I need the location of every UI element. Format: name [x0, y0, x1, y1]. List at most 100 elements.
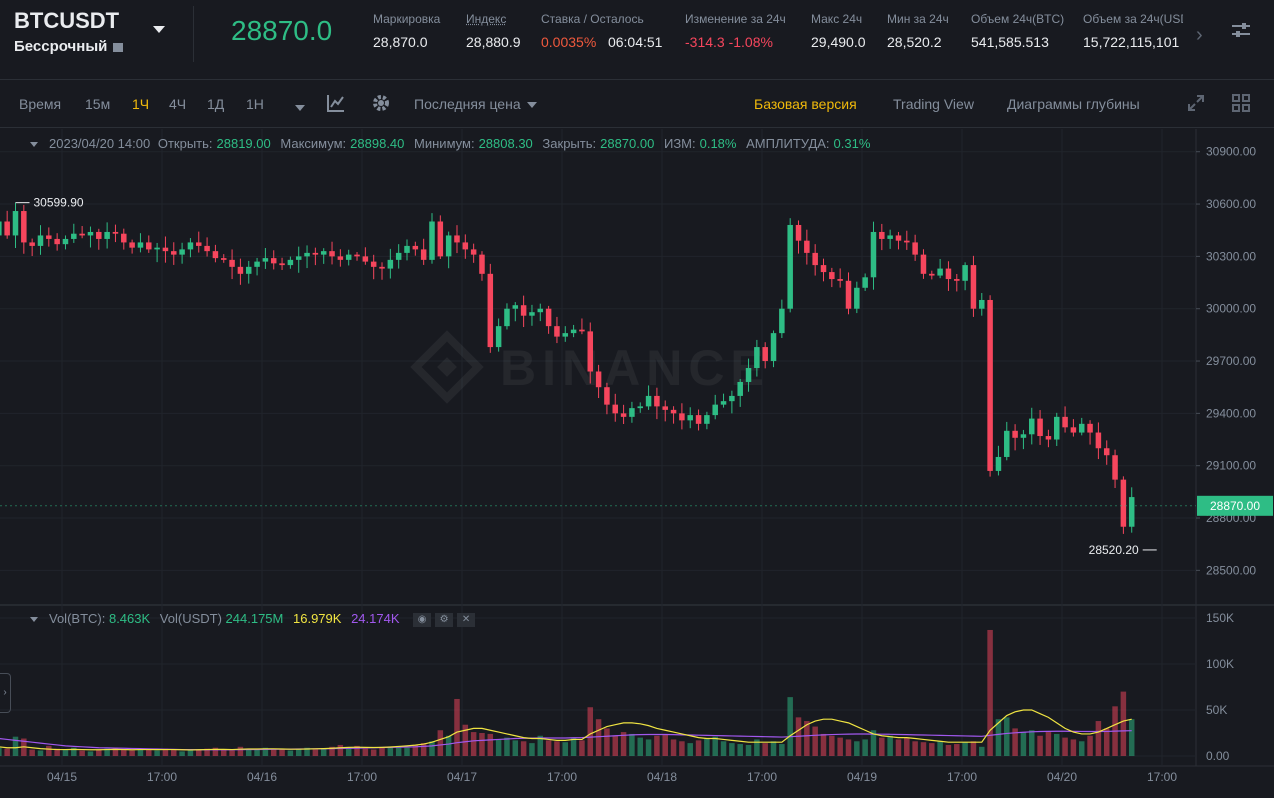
candle-body — [362, 256, 369, 262]
candle-body — [979, 299, 985, 309]
volume-tick-label: 0.00 — [1206, 749, 1230, 763]
collapse-caret-icon[interactable] — [30, 617, 38, 622]
interval-1h[interactable]: 1Ч — [132, 96, 150, 112]
volume-bar — [970, 741, 977, 756]
volume-bars — [0, 629, 1135, 756]
time-tick-label: 17:00 — [1147, 770, 1177, 784]
candle-body — [146, 242, 152, 250]
candle-body — [870, 231, 877, 278]
candle-body — [404, 245, 410, 253]
interval-1d[interactable]: 1Д — [207, 96, 225, 112]
volume-bar — [362, 748, 369, 756]
price-tick-label: 30000.00 — [1206, 302, 1256, 316]
candle-body — [670, 409, 677, 414]
volume-bar — [387, 746, 394, 756]
volume-bar — [954, 744, 960, 756]
candle-body — [987, 299, 993, 471]
chevron-down-icon[interactable] — [295, 105, 305, 112]
candle-body — [104, 231, 110, 239]
volume-bar — [787, 697, 793, 756]
candle-body — [579, 329, 585, 332]
interval-15m[interactable]: 15м — [85, 96, 111, 112]
volume-bar — [220, 749, 227, 756]
candle-body — [820, 265, 827, 273]
open-label: Открыть: — [157, 136, 213, 151]
price-type-dropdown[interactable]: Последняя цена — [414, 96, 537, 112]
view-tradingview[interactable]: Trading View — [893, 96, 974, 112]
volume-bar — [704, 738, 710, 756]
divider — [193, 6, 194, 62]
volume-bar — [529, 743, 535, 756]
vol-ma2-value: 24.174K — [351, 611, 400, 626]
volume-bar — [512, 740, 519, 756]
stat-label: Изменение за 24ч — [685, 12, 786, 26]
stat-value: 29,490.0 — [811, 34, 866, 50]
candle-body — [612, 404, 619, 414]
candle-body — [270, 258, 277, 264]
stat-label[interactable]: Индекс — [466, 12, 507, 26]
gear-icon[interactable] — [372, 94, 390, 112]
candle-body — [420, 249, 427, 260]
volume-bar — [687, 743, 693, 756]
candlestick-chart[interactable]: BINANCE 28500.0028800.0029100.0029400.00… — [0, 129, 1274, 798]
grid-layout-icon[interactable] — [1232, 94, 1250, 112]
candle-body — [437, 221, 444, 257]
interval-1w[interactable]: 1Н — [246, 96, 264, 112]
close-label: Закрыть: — [542, 136, 597, 151]
candle-body — [345, 254, 352, 260]
volume-bar — [171, 749, 177, 756]
change-value: 0.18% — [699, 136, 737, 151]
fullscreen-icon[interactable] — [1187, 94, 1205, 112]
candle-body — [79, 233, 85, 236]
eye-icon[interactable]: ◉ — [413, 612, 432, 627]
volume-bar — [895, 739, 902, 756]
volume-bar — [137, 748, 144, 756]
candle-body — [562, 333, 569, 337]
candle-body — [620, 413, 627, 417]
candle-body — [1087, 423, 1093, 433]
side-panel-toggle[interactable]: › — [0, 673, 11, 713]
interval-more-dropdown[interactable] — [289, 99, 305, 115]
volume-bar — [720, 741, 727, 756]
stat-index-price[interactable]: Индекс 28,880.9 — [466, 12, 521, 50]
stat-value: 28,870.0 — [373, 34, 428, 50]
volume-bar — [837, 737, 843, 756]
volume-bar — [862, 739, 868, 756]
volume-bar — [504, 737, 510, 756]
volume-bar — [121, 749, 127, 756]
volume-bar — [829, 735, 835, 756]
time-tick-label: 17:00 — [947, 770, 977, 784]
volume-bar — [745, 744, 752, 756]
candle-body — [854, 287, 860, 309]
chevron-right-icon[interactable]: › — [1196, 24, 1203, 46]
time-tick-label: 04/17 — [447, 770, 477, 784]
candle-body — [795, 224, 802, 241]
sliders-icon[interactable] — [1232, 22, 1250, 38]
collapse-caret-icon[interactable] — [30, 142, 38, 147]
volume-bar — [454, 698, 460, 756]
close-icon[interactable]: ✕ — [457, 612, 476, 627]
view-depth[interactable]: Диаграммы глубины — [1007, 96, 1140, 112]
indicators-icon[interactable] — [327, 94, 345, 112]
candle-body — [54, 238, 60, 245]
volume-bar — [570, 737, 577, 756]
settings-icon[interactable]: ⚙ — [435, 612, 454, 627]
symbol-dropdown-icon[interactable] — [153, 26, 165, 33]
candle-body — [637, 406, 643, 409]
price-tick-label: 29100.00 — [1206, 459, 1256, 473]
interval-4h[interactable]: 4Ч — [169, 96, 187, 112]
stat-label: Мин за 24ч — [887, 12, 949, 26]
time-label[interactable]: Время — [19, 96, 62, 112]
volume-bar — [345, 747, 352, 756]
chart-grid — [0, 129, 1274, 767]
volume-bar — [1087, 735, 1093, 756]
book-icon[interactable] — [113, 42, 124, 52]
candle-body — [0, 221, 2, 236]
candle-body — [1037, 418, 1043, 437]
candle-body — [445, 235, 452, 257]
volume-bar — [587, 707, 594, 756]
symbol-name[interactable]: BTCUSDT — [14, 8, 120, 33]
candle-body — [529, 312, 535, 316]
view-basic[interactable]: Базовая версия — [754, 96, 857, 112]
amplitude-value: 0.31% — [833, 136, 871, 151]
